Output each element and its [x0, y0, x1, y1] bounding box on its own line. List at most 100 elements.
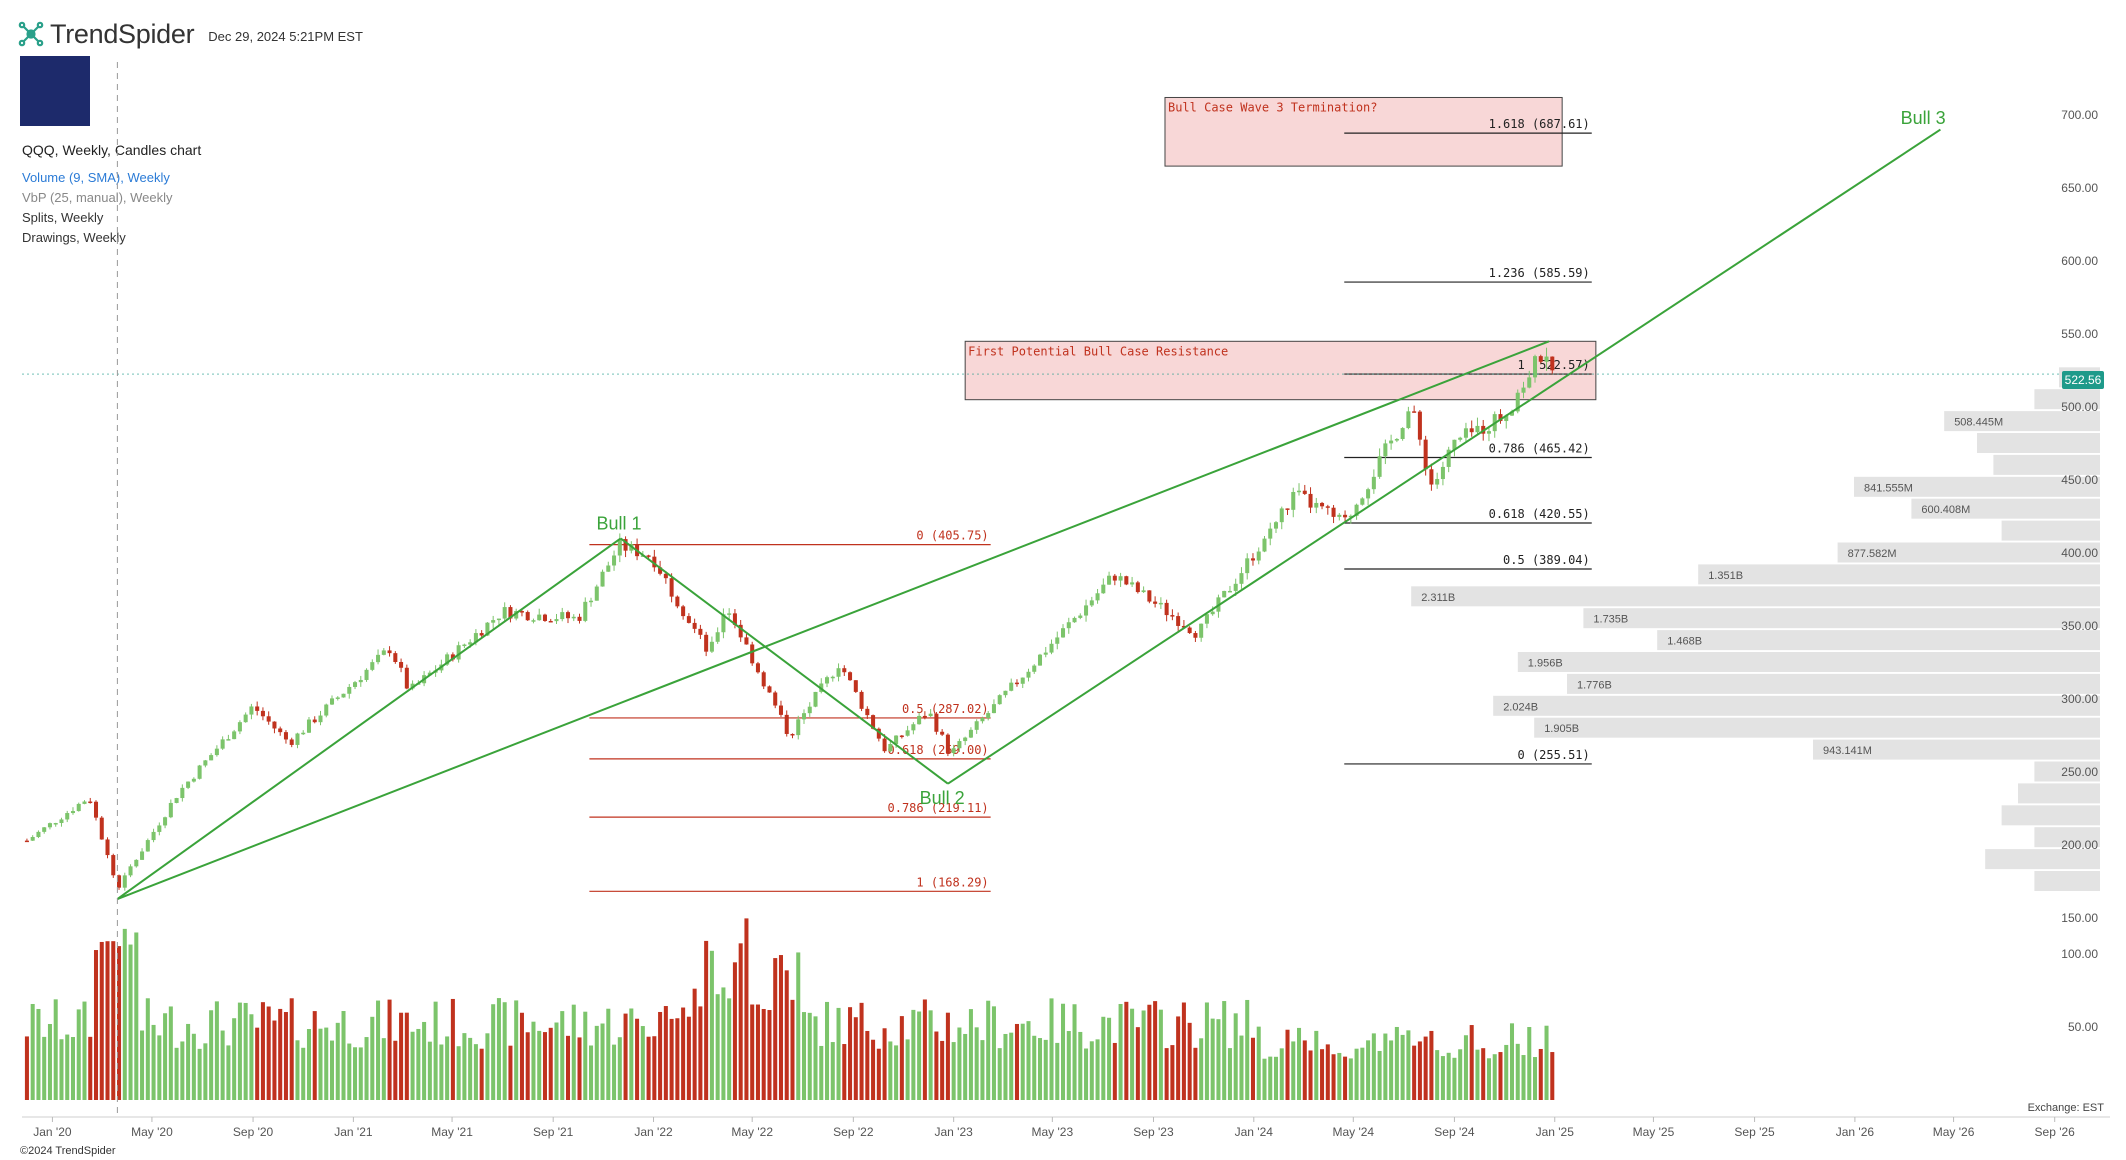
candle-body	[957, 741, 962, 749]
volume-bar	[111, 941, 116, 1100]
indicator-legend: QQQ, Weekly, Candles chart Volume (9, SM…	[22, 140, 201, 248]
candle-body	[508, 607, 513, 619]
y-tick-label: 300.00	[2061, 692, 2098, 706]
candle-body	[1187, 627, 1192, 634]
candle-body	[329, 698, 335, 705]
volume-bar	[1216, 1019, 1221, 1100]
candle-body	[1222, 590, 1227, 598]
volume-bar	[376, 1000, 381, 1100]
candle-body	[1360, 498, 1365, 505]
volume-bar	[387, 999, 392, 1100]
volume-bar	[1423, 1036, 1428, 1100]
candle-body	[70, 811, 75, 814]
volume-bar	[1245, 999, 1250, 1100]
vbp-label: 2.024B	[1503, 701, 1538, 713]
candle-body	[1314, 502, 1319, 508]
legend-main-series[interactable]: QQQ, Weekly, Candles chart	[22, 142, 202, 158]
volume-bar	[1009, 1032, 1014, 1100]
volume-bar	[761, 1008, 766, 1100]
volume-bar	[1429, 1030, 1434, 1100]
volume-bar	[715, 994, 720, 1100]
candle-body	[76, 803, 81, 812]
x-tick-label: Sep '25	[1734, 1125, 1775, 1139]
candle-body	[186, 781, 191, 788]
candle-body	[1440, 466, 1445, 480]
candle-body	[974, 721, 979, 730]
volume-bar	[1158, 1009, 1163, 1100]
candle-body	[1089, 600, 1094, 606]
volume-bar	[548, 1027, 553, 1100]
y-tick-label: 550.00	[2061, 327, 2098, 341]
vbp-label: 1.776B	[1577, 679, 1612, 691]
exchange-label: Exchange: EST	[2027, 1102, 2104, 1114]
volume-bar	[1112, 1042, 1117, 1100]
candle-body	[24, 840, 29, 843]
volume-bar	[381, 1038, 386, 1100]
candle-body	[237, 722, 242, 732]
volume-bar	[698, 1006, 703, 1100]
candle-body	[1233, 583, 1238, 591]
candle-body	[652, 556, 657, 568]
volume-bar	[859, 1002, 864, 1100]
candle-body	[1509, 411, 1515, 416]
candle-body	[686, 616, 691, 623]
candle-body	[312, 719, 317, 723]
volume-bar	[732, 962, 737, 1100]
volume-bar	[669, 1018, 674, 1100]
volume-bar	[163, 1013, 168, 1100]
y-tick-label: 150.00	[2061, 911, 2098, 925]
volume-bar	[894, 1045, 899, 1100]
candle-body	[1527, 377, 1532, 388]
volume-bar	[473, 1044, 478, 1100]
candle-body	[761, 672, 766, 687]
volume-bar	[1412, 1045, 1417, 1100]
candle-body	[243, 714, 248, 723]
volume-bar	[848, 1007, 853, 1100]
vbp-label: 1.905B	[1544, 723, 1579, 735]
legend-drawings[interactable]: Drawings, Weekly	[22, 230, 126, 245]
volume-bar	[1504, 1044, 1509, 1100]
volume-bar	[324, 1027, 329, 1100]
volume-bar	[341, 1011, 346, 1100]
volume-bar	[399, 1012, 404, 1100]
volume-bar	[888, 1041, 893, 1100]
volume-bar	[191, 1033, 196, 1100]
candle-body	[537, 614, 542, 621]
fib-extension-label: 0.786 (465.42)	[1489, 441, 1590, 455]
candle-body	[1417, 411, 1422, 440]
volume-bar	[1377, 1050, 1382, 1100]
volume-bar	[1538, 1048, 1543, 1100]
volume-bar	[1084, 1048, 1089, 1100]
volume-bar	[266, 1006, 271, 1100]
volume-bar	[1302, 1040, 1307, 1100]
vbp-label: 1.956B	[1528, 658, 1563, 670]
candle-body	[134, 859, 139, 867]
volume-bar	[128, 944, 133, 1100]
legend-splits[interactable]: Splits, Weekly	[22, 210, 104, 225]
candle-body	[1371, 476, 1376, 490]
candle-body	[1308, 493, 1313, 508]
candle-body	[180, 787, 185, 799]
volume-bar	[646, 1036, 651, 1100]
candle-body	[53, 823, 58, 825]
volume-bar	[404, 1012, 409, 1100]
volume-bar	[629, 1008, 634, 1100]
volume-bar	[911, 1009, 916, 1100]
candle-body	[1014, 682, 1019, 685]
candle-body	[1354, 504, 1359, 516]
volume-bar	[1354, 1048, 1359, 1100]
legend-volume[interactable]: Volume (9, SMA), Weekly	[22, 170, 170, 185]
vbp-bar	[2018, 783, 2100, 804]
candle-body	[1124, 576, 1129, 585]
trendline	[116, 537, 622, 900]
volume-bar	[353, 1047, 358, 1100]
candle-body	[681, 606, 686, 617]
vbp-bar	[1977, 433, 2100, 453]
volume-bar	[784, 970, 789, 1100]
x-tick-label: Jan '25	[1536, 1125, 1575, 1139]
candle-body	[1164, 602, 1169, 616]
volume-bar	[882, 1028, 887, 1100]
legend-vbp[interactable]: VbP (25, manual), Weekly	[22, 190, 173, 205]
candle-body	[1429, 469, 1434, 485]
